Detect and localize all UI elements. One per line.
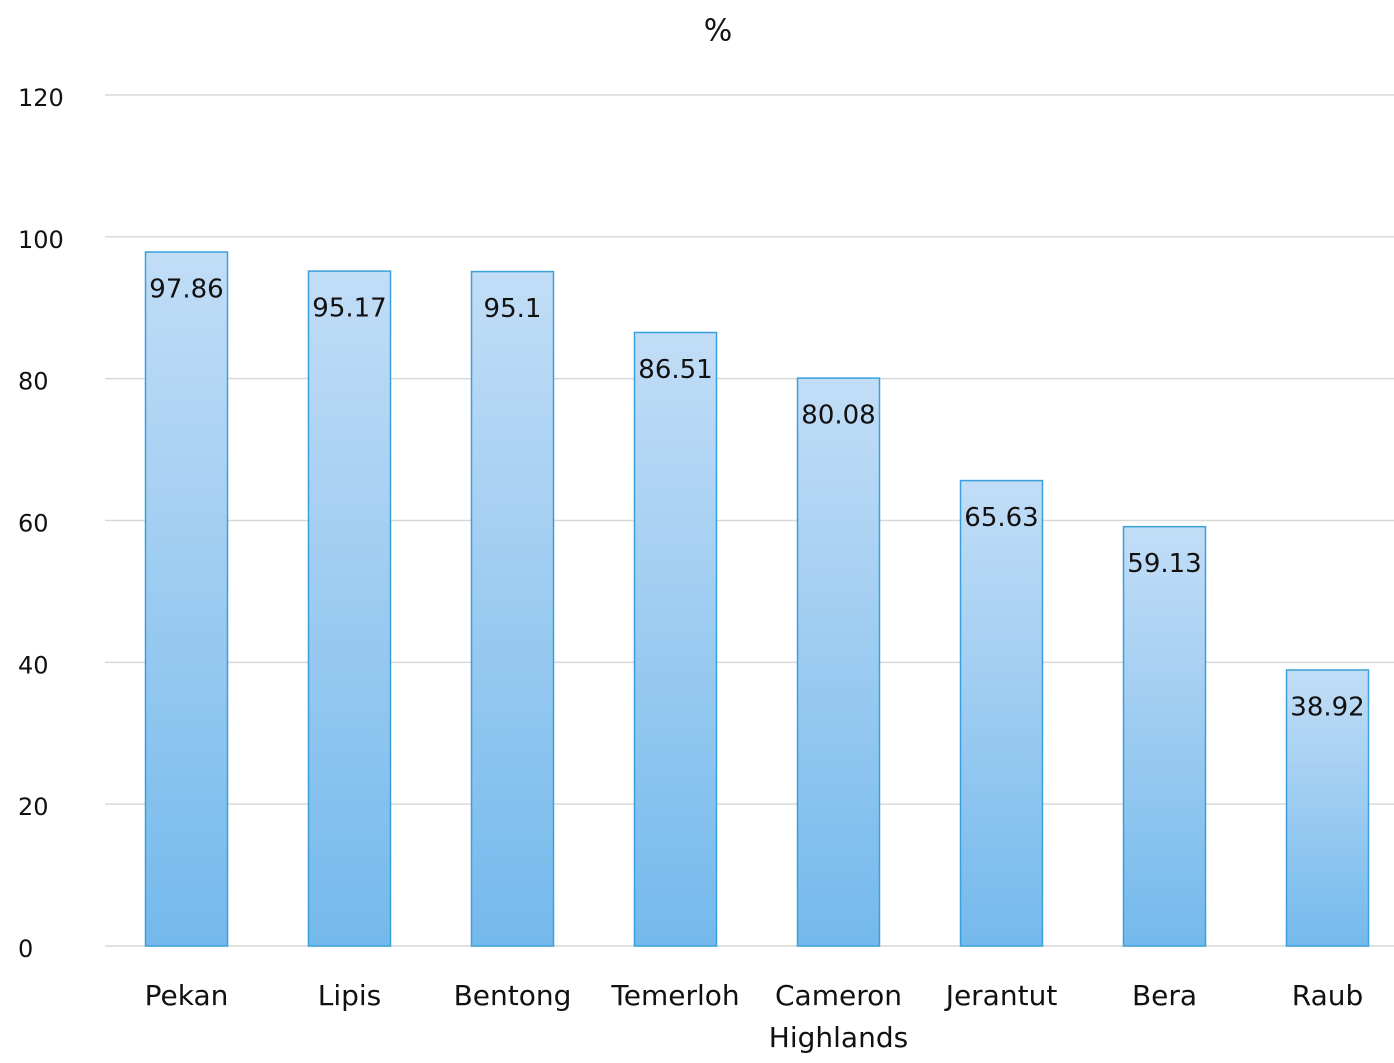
- bar: [959, 479, 1044, 947]
- x-tick-label: Pekan: [144, 979, 229, 1012]
- value-label: 38.92: [1290, 692, 1364, 722]
- bar: [796, 377, 881, 947]
- chart-title: %: [704, 14, 733, 49]
- y-tick-label: 100: [18, 226, 64, 254]
- value-label: 65.63: [964, 503, 1038, 533]
- value-label: 86.51: [638, 355, 712, 385]
- x-tick-label: Bera: [1131, 979, 1198, 1012]
- value-label: 95.17: [312, 294, 386, 324]
- x-tick-label: Lipis: [317, 979, 382, 1012]
- y-tick-label: 40: [18, 651, 49, 679]
- x-tick-label: Raub: [1291, 979, 1364, 1012]
- y-tick-label: 20: [18, 793, 49, 821]
- x-tick-label: Temerloh: [611, 979, 740, 1012]
- y-tick-label: 60: [18, 510, 49, 538]
- value-label: 97.86: [149, 275, 223, 305]
- y-tick-label: 0: [18, 935, 33, 963]
- bar: [1122, 525, 1207, 947]
- y-tick-label: 80: [18, 368, 49, 396]
- x-tick-label: Bentong: [453, 979, 572, 1012]
- bar: [307, 270, 392, 947]
- bar: [144, 251, 229, 947]
- value-label: 95.1: [484, 294, 542, 324]
- x-tick-label: Jerantut: [945, 979, 1058, 1012]
- value-label: 59.13: [1127, 549, 1201, 579]
- bar: [470, 270, 555, 947]
- bar: [633, 331, 718, 947]
- y-tick-label: 120: [18, 84, 64, 112]
- value-label: 80.08: [801, 401, 875, 431]
- x-tick-label: Cameron Highlands: [768, 979, 909, 1054]
- bar: [1285, 669, 1370, 947]
